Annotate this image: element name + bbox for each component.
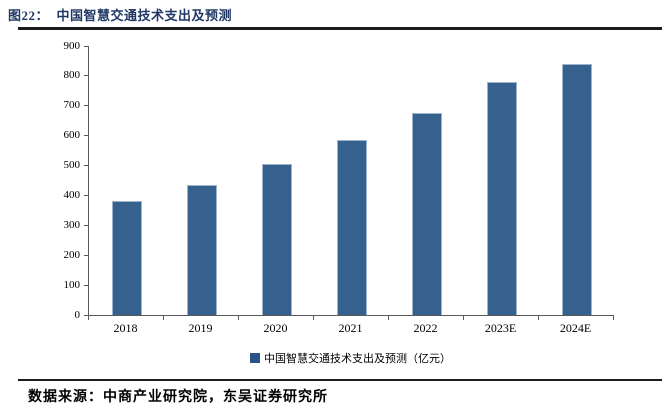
y-tick-mark-0 [84,314,88,316]
x-tick-label-2023E: 2023E [484,321,517,335]
y-tick-label-800: 800 [63,69,81,82]
y-tick-label-700: 700 [63,99,81,112]
y-tick-mark-300 [84,224,88,226]
bar-2019 [186,184,217,315]
x-tick-mark-0 [88,316,89,320]
x-tick-mark-5 [463,316,464,320]
x-tick-label-2022: 2022 [413,321,438,335]
y-tick-mark-400 [84,194,88,196]
chart-legend: 中国智慧交通技术支出及预测（亿元） [88,350,613,366]
y-tick-mark-900 [84,45,88,47]
x-tick-label-2018: 2018 [113,321,138,335]
y-tick-label-300: 300 [63,218,81,231]
plot-area [88,46,614,316]
y-tick-mark-500 [84,165,88,167]
bar-2022 [411,113,442,315]
x-tick-mark-7 [613,316,614,320]
y-tick-label-900: 900 [63,39,81,52]
y-tick-mark-600 [84,135,88,137]
legend-label: 中国智慧交通技术支出及预测（亿元） [264,353,451,365]
y-tick-label-400: 400 [63,188,81,201]
y-tick-label-100: 100 [63,278,81,291]
x-tick-mark-4 [388,316,389,320]
x-tick-label-2020: 2020 [263,321,288,335]
y-tick-label-500: 500 [63,159,81,172]
y-tick-label-600: 600 [63,129,81,142]
data-source: 数据来源：中商产业研究院，东吴证券研究所 [28,390,328,405]
bar-2021 [336,140,367,315]
y-tick-mark-800 [84,75,88,77]
bar-2024E [561,63,592,315]
figure-title: 图22： 中国智慧交通技术支出及预测 [8,8,233,23]
y-tick-mark-700 [84,105,88,107]
bar-2020 [261,164,292,315]
bar-2023E [486,81,517,315]
x-tick-label-2019: 2019 [188,321,213,335]
y-tick-mark-200 [84,254,88,256]
x-tick-mark-3 [313,316,314,320]
bar-2018 [111,201,142,315]
x-tick-mark-1 [163,316,164,320]
y-tick-label-200: 200 [63,248,81,261]
x-tick-label-2024E: 2024E [559,321,592,335]
x-tick-mark-6 [538,316,539,320]
legend-marker-swatch [250,353,260,363]
x-tick-mark-2 [238,316,239,320]
title-divider-rule [18,27,662,30]
y-tick-mark-100 [84,284,88,286]
footer-divider-rule [18,379,662,381]
x-tick-label-2021: 2021 [338,321,363,335]
y-tick-label-0: 0 [74,308,81,321]
